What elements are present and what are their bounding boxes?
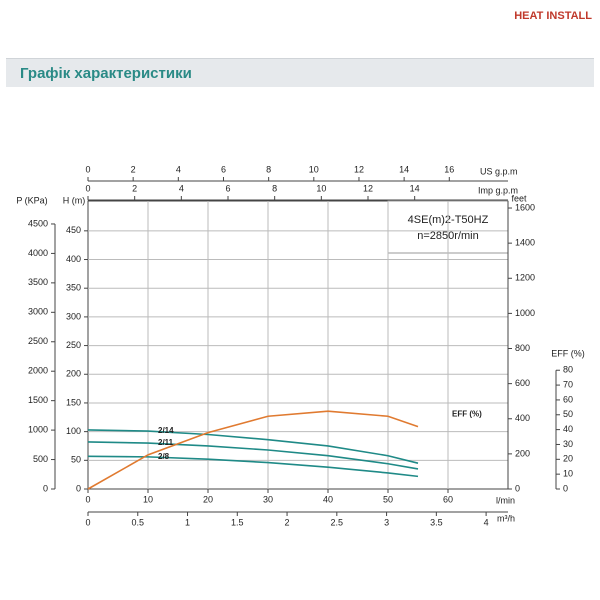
x-tick-label: 8 xyxy=(272,183,277,193)
x-tick-label: 60 xyxy=(443,494,453,504)
x-tick-label: 1.5 xyxy=(231,517,244,527)
x-tick-label: 40 xyxy=(323,494,333,504)
x-tick-label: 4 xyxy=(176,164,181,174)
curve xyxy=(87,455,419,478)
series-label: EFF (%) xyxy=(452,409,482,418)
y-tick-label: 80 xyxy=(563,365,573,375)
y-tick-label: 4000 xyxy=(28,248,48,258)
x-tick-label: 2 xyxy=(131,164,136,174)
section-bar: Графік характеристики xyxy=(6,58,594,87)
y-tick-label: 1000 xyxy=(28,424,48,434)
axis-label: EFF (%) xyxy=(551,348,585,358)
x-tick-label: 12 xyxy=(354,164,364,174)
y-tick-label: 2000 xyxy=(28,366,48,376)
curve xyxy=(87,429,419,464)
y-tick-label: 400 xyxy=(515,413,530,423)
y-tick-label: 10 xyxy=(563,469,573,479)
x-tick-label: 20 xyxy=(203,494,213,504)
y-tick-label: 2500 xyxy=(28,336,48,346)
y-tick-label: 150 xyxy=(66,397,81,407)
x-tick-label: 16 xyxy=(444,164,454,174)
y-tick-label: 40 xyxy=(563,424,573,434)
x-tick-label: 0 xyxy=(85,517,90,527)
x-tick-label: 0 xyxy=(85,494,90,504)
x-tick-label: 30 xyxy=(263,494,273,504)
x-tick-label: 0.5 xyxy=(132,517,145,527)
y-tick-label: 30 xyxy=(563,439,573,449)
x-tick-label: 4 xyxy=(179,183,184,193)
y-tick-label: 3500 xyxy=(28,277,48,287)
axis-label: US g.p.m xyxy=(480,166,518,176)
x-tick-label: 2 xyxy=(132,183,137,193)
y-tick-label: 4500 xyxy=(28,218,48,228)
y-tick-label: 1400 xyxy=(515,238,535,248)
y-tick-label: 0 xyxy=(43,483,48,493)
curve xyxy=(87,441,419,470)
x-tick-label: 10 xyxy=(316,183,326,193)
series-label: 2/14 xyxy=(158,426,174,435)
axis-label: feet xyxy=(511,193,527,203)
x-tick-label: 14 xyxy=(410,183,420,193)
y-tick-label: 450 xyxy=(66,225,81,235)
x-tick-label: 3 xyxy=(384,517,389,527)
y-tick-label: 0 xyxy=(563,483,568,493)
y-tick-label: 70 xyxy=(563,379,573,389)
axis-label: Imp g.p.m xyxy=(478,185,518,195)
x-tick-label: 8 xyxy=(266,164,271,174)
x-tick-label: 0 xyxy=(85,183,90,193)
y-tick-label: 1500 xyxy=(28,395,48,405)
y-tick-label: 800 xyxy=(515,343,530,353)
series-label: 2/8 xyxy=(158,452,170,461)
y-tick-label: 500 xyxy=(33,454,48,464)
axis-label: H (m) xyxy=(63,195,86,205)
x-tick-label: 50 xyxy=(383,494,393,504)
x-tick-label: 0 xyxy=(85,164,90,174)
y-tick-label: 250 xyxy=(66,340,81,350)
y-tick-label: 200 xyxy=(66,369,81,379)
y-tick-label: 0 xyxy=(76,483,81,493)
x-tick-label: 14 xyxy=(399,164,409,174)
logo: HEAT INSTALL xyxy=(514,10,592,22)
x-tick-label: 10 xyxy=(309,164,319,174)
y-tick-label: 400 xyxy=(66,254,81,264)
y-tick-label: 600 xyxy=(515,378,530,388)
section-title: Графік характеристики xyxy=(20,65,192,82)
y-tick-label: 50 xyxy=(71,455,81,465)
y-tick-label: 200 xyxy=(515,448,530,458)
axis-label: m³/h xyxy=(497,513,515,523)
y-tick-label: 50 xyxy=(563,409,573,419)
y-tick-label: 300 xyxy=(66,311,81,321)
y-tick-label: 100 xyxy=(66,426,81,436)
x-tick-label: 6 xyxy=(221,164,226,174)
y-tick-label: 0 xyxy=(515,483,520,493)
y-tick-label: 20 xyxy=(563,454,573,464)
x-tick-label: 12 xyxy=(363,183,373,193)
x-tick-label: 3.5 xyxy=(430,517,443,527)
curve xyxy=(87,410,419,490)
y-tick-label: 3000 xyxy=(28,307,48,317)
x-tick-label: 6 xyxy=(225,183,230,193)
y-tick-label: 1000 xyxy=(515,308,535,318)
x-tick-label: 4 xyxy=(484,517,489,527)
x-tick-label: 1 xyxy=(185,517,190,527)
y-tick-label: 60 xyxy=(563,394,573,404)
axis-label: P (KPa) xyxy=(16,195,47,205)
y-tick-label: 350 xyxy=(66,283,81,293)
series-label: 2/11 xyxy=(158,438,174,447)
x-tick-label: 2 xyxy=(285,517,290,527)
axis-label: l/min xyxy=(496,495,515,505)
x-tick-label: 2.5 xyxy=(331,517,344,527)
y-tick-label: 1200 xyxy=(515,273,535,283)
x-tick-label: 10 xyxy=(143,494,153,504)
y-tick-label: 1600 xyxy=(515,202,535,212)
